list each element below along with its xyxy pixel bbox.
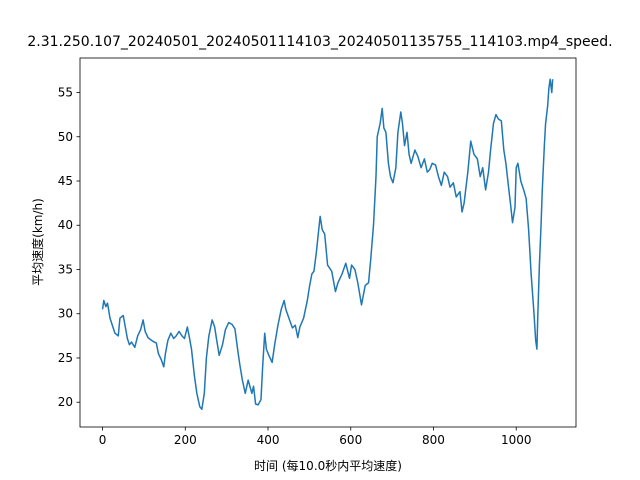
chart-title: 2.31.250.107_20240501_20240501114103_202…: [27, 34, 612, 50]
y-tick-label: 40: [58, 218, 73, 232]
y-tick-label: 25: [58, 351, 73, 365]
x-tick-label: 800: [422, 433, 445, 447]
x-tick-label: 0: [99, 433, 107, 447]
y-tick-label: 30: [58, 307, 73, 321]
y-tick-label: 20: [58, 395, 73, 409]
x-axis-label: 时间 (每10.0秒内平均速度): [254, 458, 402, 473]
x-tick-label: 600: [339, 433, 362, 447]
plot-frame: [79, 57, 577, 428]
x-tick-label: 400: [257, 433, 280, 447]
x-tick-label: 1000: [501, 433, 532, 447]
y-tick-label: 50: [58, 130, 73, 144]
y-tick-label: 35: [58, 262, 73, 276]
y-tick-label: 45: [58, 174, 73, 188]
data-line: [101, 78, 554, 411]
y-tick-label: 55: [58, 86, 73, 100]
y-axis-label: 平均速度(km/h): [30, 198, 45, 286]
x-tick-label: 200: [174, 433, 197, 447]
